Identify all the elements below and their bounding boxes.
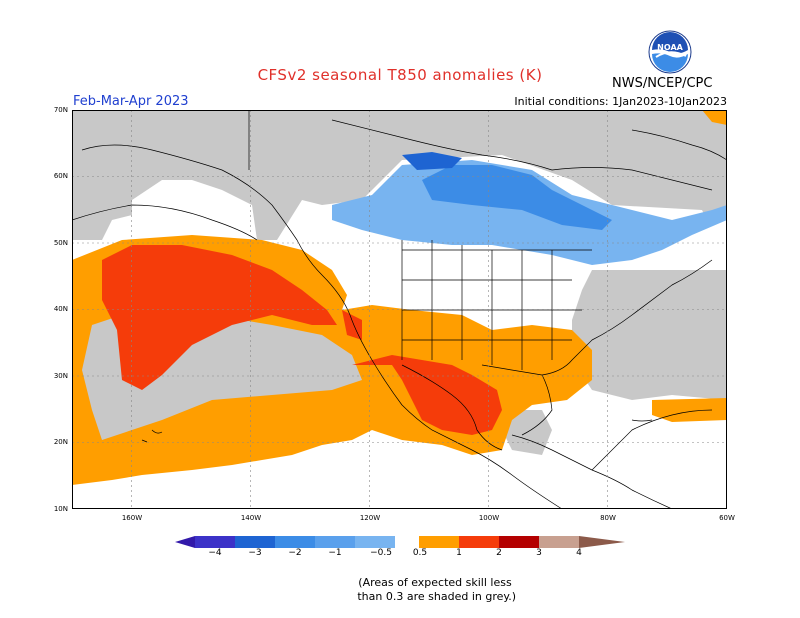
negative-anomaly-1-2 xyxy=(422,165,612,230)
colorbar-bin-0.5-1 xyxy=(419,536,459,548)
positive-anomaly-1-2 xyxy=(102,245,502,435)
colorbar-label-neg3: −3 xyxy=(248,548,262,558)
lon-label-140w: 140W xyxy=(240,514,262,522)
chart-title: CFSv2 seasonal T850 anomalies (K) xyxy=(257,66,543,84)
lat-label-20n: 20N xyxy=(53,438,68,446)
lat-label-30n: 30N xyxy=(53,372,68,380)
negative-anomaly-2-3 xyxy=(402,152,462,170)
colorbar-arrow-min xyxy=(175,536,195,548)
colorbar-label-1: 1 xyxy=(456,548,462,558)
colorbar-label-neg2: −2 xyxy=(288,548,302,558)
lat-lon-grid xyxy=(72,110,727,509)
map-frame xyxy=(72,110,727,509)
lat-label-10n: 10N xyxy=(53,505,68,513)
colorbar-label-neg4: −4 xyxy=(208,548,222,558)
skill-footnote: (Areas of expected skill less than 0.3 a… xyxy=(0,576,800,604)
agency-label: NWS/NCEP/CPC xyxy=(612,76,713,91)
colorbar-label-neg0.5: −0.5 xyxy=(370,548,392,558)
colorbar-bin-neutral xyxy=(395,536,419,548)
footnote-line-1: (Areas of expected skill less xyxy=(358,576,512,589)
colorbar-bin-neg4-neg3 xyxy=(195,536,235,548)
lon-label-160w: 160W xyxy=(121,514,143,522)
colorbar-arrow-max xyxy=(579,536,625,548)
colorbar-bin-neg0.5 xyxy=(355,536,395,548)
initial-conditions: Initial conditions: 1Jan2023-10Jan2023 xyxy=(514,95,727,108)
colorbar-label-2: 2 xyxy=(496,548,502,558)
colorbar-bin-neg2-neg1 xyxy=(275,536,315,548)
anomaly-map xyxy=(72,110,727,509)
colorbar-label-3: 3 xyxy=(536,548,542,558)
logo-text: NOAA xyxy=(657,43,683,52)
colorbar-label-4: 4 xyxy=(576,548,582,558)
coastlines xyxy=(72,110,727,509)
colorbar-bin-neg3-neg2 xyxy=(235,536,275,548)
forecast-period: Feb-Mar-Apr 2023 xyxy=(73,94,189,109)
colorbar-bin-2-3 xyxy=(499,536,539,548)
colorbar-label-0.5: 0.5 xyxy=(412,548,428,558)
lat-label-70n: 70N xyxy=(53,106,68,114)
colorbar-bin-1-2 xyxy=(459,536,499,548)
lat-label-60n: 60N xyxy=(53,172,68,180)
colorbar xyxy=(175,536,625,548)
colorbar-label-neg1: −1 xyxy=(328,548,342,558)
lon-label-80w: 80W xyxy=(600,514,616,522)
lat-label-40n: 40N xyxy=(53,305,68,313)
colorbar-bin-3-4 xyxy=(539,536,579,548)
colorbar-bin-neg1-neg0.5 xyxy=(315,536,355,548)
lat-label-50n: 50N xyxy=(53,239,68,247)
lon-label-100w: 100W xyxy=(478,514,500,522)
lon-label-60w: 60W xyxy=(719,514,735,522)
footnote-line-2: than 0.3 are shaded in grey.) xyxy=(353,590,517,603)
lon-label-120w: 120W xyxy=(359,514,381,522)
noaa-logo: NOAA xyxy=(648,30,692,74)
